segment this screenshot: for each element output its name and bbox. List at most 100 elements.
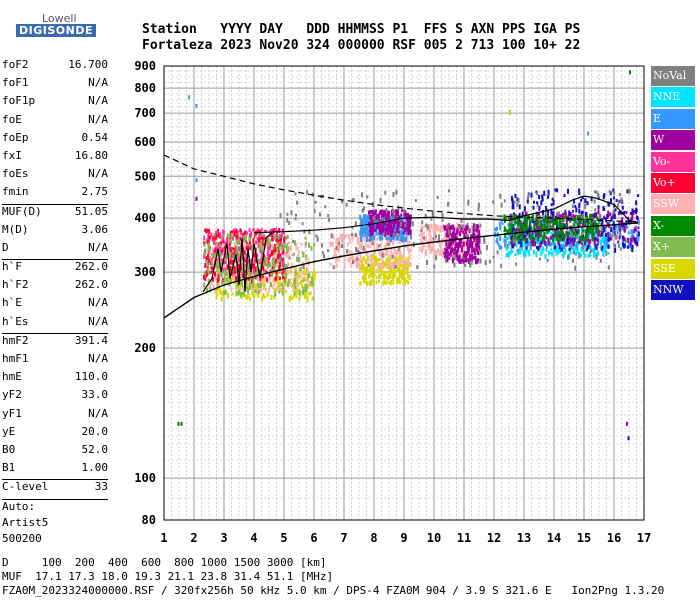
scatter-point (461, 245, 464, 249)
scatter-point (527, 193, 530, 198)
scatter-point (552, 236, 554, 242)
scatter-point (336, 241, 339, 246)
scatter-point (271, 264, 274, 270)
scatter-point (545, 244, 548, 250)
scatter-point (301, 270, 304, 274)
scatter-point (470, 240, 472, 245)
scatter-point (546, 226, 549, 230)
scatter-point (306, 268, 309, 274)
scatter-point (508, 224, 511, 228)
scatter-point (434, 231, 437, 236)
scatter-point (519, 221, 522, 227)
scatter-point (629, 211, 632, 215)
scatter-point (379, 235, 382, 240)
scatter-point (256, 259, 259, 265)
scatter-point (420, 233, 423, 239)
scatter-point (593, 212, 596, 218)
scatter-point (607, 251, 610, 255)
scatter-point (447, 246, 450, 250)
scatter-point (328, 217, 330, 222)
scatter-point (420, 225, 423, 231)
scatter-point (625, 211, 628, 215)
scatter-point (237, 267, 240, 273)
scatter-point (366, 256, 369, 261)
scatter-point (296, 292, 299, 295)
scatter-point (584, 198, 587, 204)
x-tick-label: 10 (427, 531, 441, 545)
scatter-point (293, 266, 296, 271)
param-value: 110.0 (74, 370, 108, 384)
scatter-point (383, 275, 386, 279)
scatter-point (206, 259, 209, 265)
scatter-point (361, 239, 363, 245)
scatter-point (584, 218, 587, 224)
param-value: 262.0 (74, 278, 108, 292)
scatter-point (543, 231, 546, 236)
scatter-point (388, 253, 391, 259)
scatter-point (580, 210, 583, 216)
scatter-point (603, 240, 606, 244)
scatter-point (361, 269, 364, 273)
scatter-point (533, 224, 536, 228)
scatter-point (525, 247, 528, 252)
scatter-point (571, 204, 574, 209)
param-key: foEp (2, 130, 29, 144)
scatter-point (574, 214, 577, 219)
scatter-point (365, 225, 368, 230)
scatter-point (370, 253, 372, 259)
scatter-point (240, 230, 243, 236)
scatter-point (380, 269, 382, 274)
scatter-point (434, 236, 437, 242)
scatter-point (264, 277, 267, 282)
scatter-point (356, 257, 359, 261)
station-header: Station YYYY DAY DDD HHMMSS P1 FFS S AXN… (142, 22, 580, 54)
scatter-point (576, 251, 579, 254)
scatter-point (543, 218, 546, 222)
scatter-point (573, 230, 576, 236)
scatter-point (230, 287, 233, 291)
scatter-point (521, 223, 524, 227)
scatter-point (265, 270, 268, 274)
scatter-point (466, 229, 469, 234)
scatter-point (385, 263, 388, 268)
param-row: B0 52.0 (2, 443, 108, 461)
scatter-point (596, 234, 599, 240)
legend-item: X+ (651, 237, 695, 258)
scatter-point (357, 250, 360, 254)
scatter-point (219, 244, 222, 248)
scatter-point (462, 230, 465, 234)
scatter-point (363, 216, 366, 221)
scatter-point (587, 245, 589, 250)
scatter-point (509, 220, 512, 224)
scatter-point (614, 208, 617, 212)
scatter-point (359, 259, 362, 263)
scatter-point (479, 258, 482, 264)
scatter-point (210, 259, 213, 265)
scatter-point (617, 211, 620, 216)
scatter-point (390, 220, 393, 224)
scatter-point (292, 252, 295, 256)
scatter-point (381, 250, 384, 255)
scatter-point (238, 246, 241, 252)
scatter-point (236, 277, 239, 281)
scatter-point (304, 289, 307, 293)
scatter-point (296, 247, 299, 251)
scatter-point (406, 273, 409, 279)
scatter-point (363, 226, 365, 232)
scatter-point (503, 229, 506, 233)
param-row: h`F 262.0 (2, 260, 108, 278)
scatter-point (629, 240, 632, 245)
scatter-point (241, 270, 244, 276)
scatter-point (544, 217, 547, 223)
scatter-point (582, 218, 585, 223)
scatter-point (520, 242, 523, 248)
param-row: MUF(D) 51.05 (2, 205, 108, 223)
legend-item: NNE (651, 87, 695, 108)
scatter-point (291, 253, 294, 257)
scatter-point (572, 242, 575, 246)
scatter-point (436, 227, 439, 232)
scatter-point (231, 260, 234, 264)
scatter-point (509, 251, 512, 256)
scatter-point (376, 258, 379, 262)
scatter-point (282, 249, 285, 254)
